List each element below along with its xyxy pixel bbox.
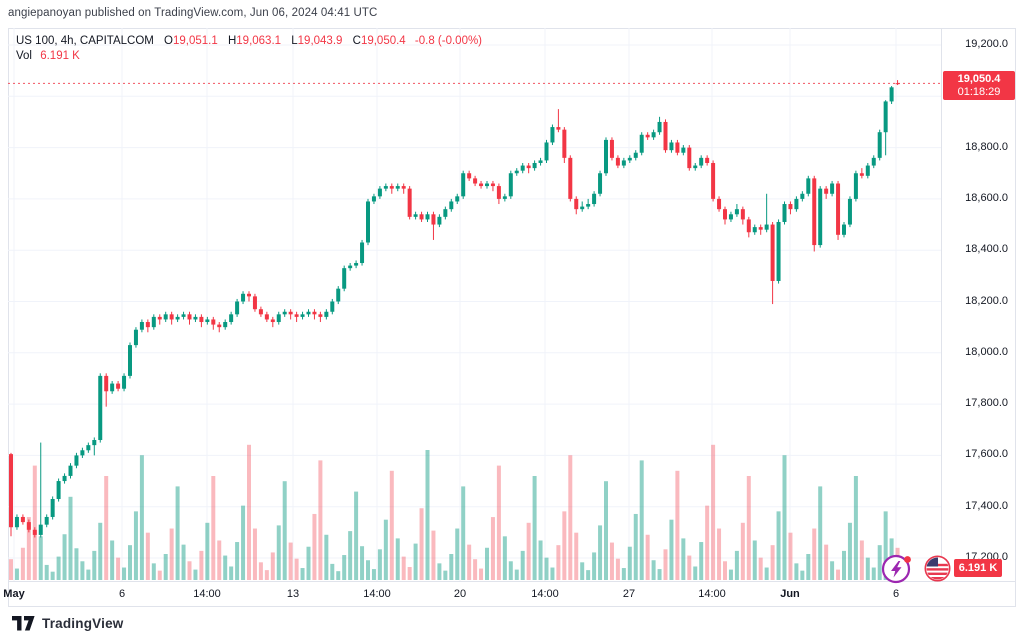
- time-tick-label: 14:00: [698, 588, 726, 600]
- price-tick-label: 18,600.0: [965, 191, 1008, 204]
- time-tick-label: 6: [892, 588, 900, 600]
- time-tick-label: 27: [622, 588, 636, 600]
- time-tick-label: 14:00: [531, 588, 559, 600]
- candlestick-chart-canvas[interactable]: [8, 28, 941, 581]
- price-tick-label: 19,200.0: [965, 38, 1008, 50]
- current-price-badge: 19,050.4 01:18:29: [943, 71, 1015, 100]
- price-tick-label: 17,800.0: [965, 397, 1008, 410]
- volume-label: Vol: [16, 50, 32, 62]
- price-tick-label: 17,600.0: [965, 448, 1008, 461]
- time-tick-label: 14:00: [193, 588, 221, 600]
- price-axis-separator: [941, 29, 942, 581]
- close-label: C: [352, 35, 361, 47]
- time-tick-label: May: [3, 588, 25, 600]
- price-tick-label: 18,400.0: [965, 243, 1008, 256]
- high-label: H: [227, 35, 237, 47]
- price-tick-label: 18,200.0: [965, 294, 1008, 307]
- tradingview-logo-icon: [12, 615, 35, 630]
- high-value: 19,063.1: [236, 35, 282, 47]
- close-value: 19,050.4: [360, 35, 406, 47]
- time-tick-label: 13: [286, 588, 300, 600]
- attribution-text: angiepanoyan published on TradingView.co…: [8, 7, 378, 19]
- change-value: -0.8 (-0.00%): [414, 35, 483, 47]
- time-tick-label: 14:00: [363, 588, 391, 600]
- time-axis-separator: [9, 581, 1015, 582]
- time-tick-label: 6: [118, 588, 126, 600]
- open-value: 19,051.1: [173, 35, 218, 47]
- us-flag-icon[interactable]: [924, 555, 951, 582]
- volume-value: 6.191 K: [40, 50, 80, 62]
- lightning-ideas-icon[interactable]: [881, 553, 913, 585]
- tradingview-brand-link[interactable]: TradingView: [12, 613, 123, 633]
- symbol-title: US 100, 4h, CAPITALCOM: [16, 35, 154, 47]
- symbol-legend[interactable]: US 100, 4h, CAPITALCOM O19,051.1 H19,063…: [16, 33, 482, 49]
- price-tick-label: 18,000.0: [965, 345, 1008, 358]
- bar-countdown: 01:18:29: [957, 86, 1001, 98]
- time-tick-label: Jun: [780, 588, 800, 600]
- open-label: O: [164, 35, 173, 47]
- volume-legend[interactable]: Vol 6.191 K: [16, 50, 80, 62]
- tradingview-brand-text: TradingView: [42, 615, 124, 631]
- price-tick-label: 17,400.0: [965, 499, 1008, 512]
- current-volume-badge: 6.191 K: [954, 559, 1002, 577]
- low-label: L: [291, 35, 298, 47]
- time-tick-label: 20: [453, 588, 467, 600]
- low-value: 19,043.9: [297, 35, 343, 47]
- price-tick-label: 18,800.0: [965, 140, 1008, 153]
- current-price-value: 19,050.4: [957, 73, 1001, 85]
